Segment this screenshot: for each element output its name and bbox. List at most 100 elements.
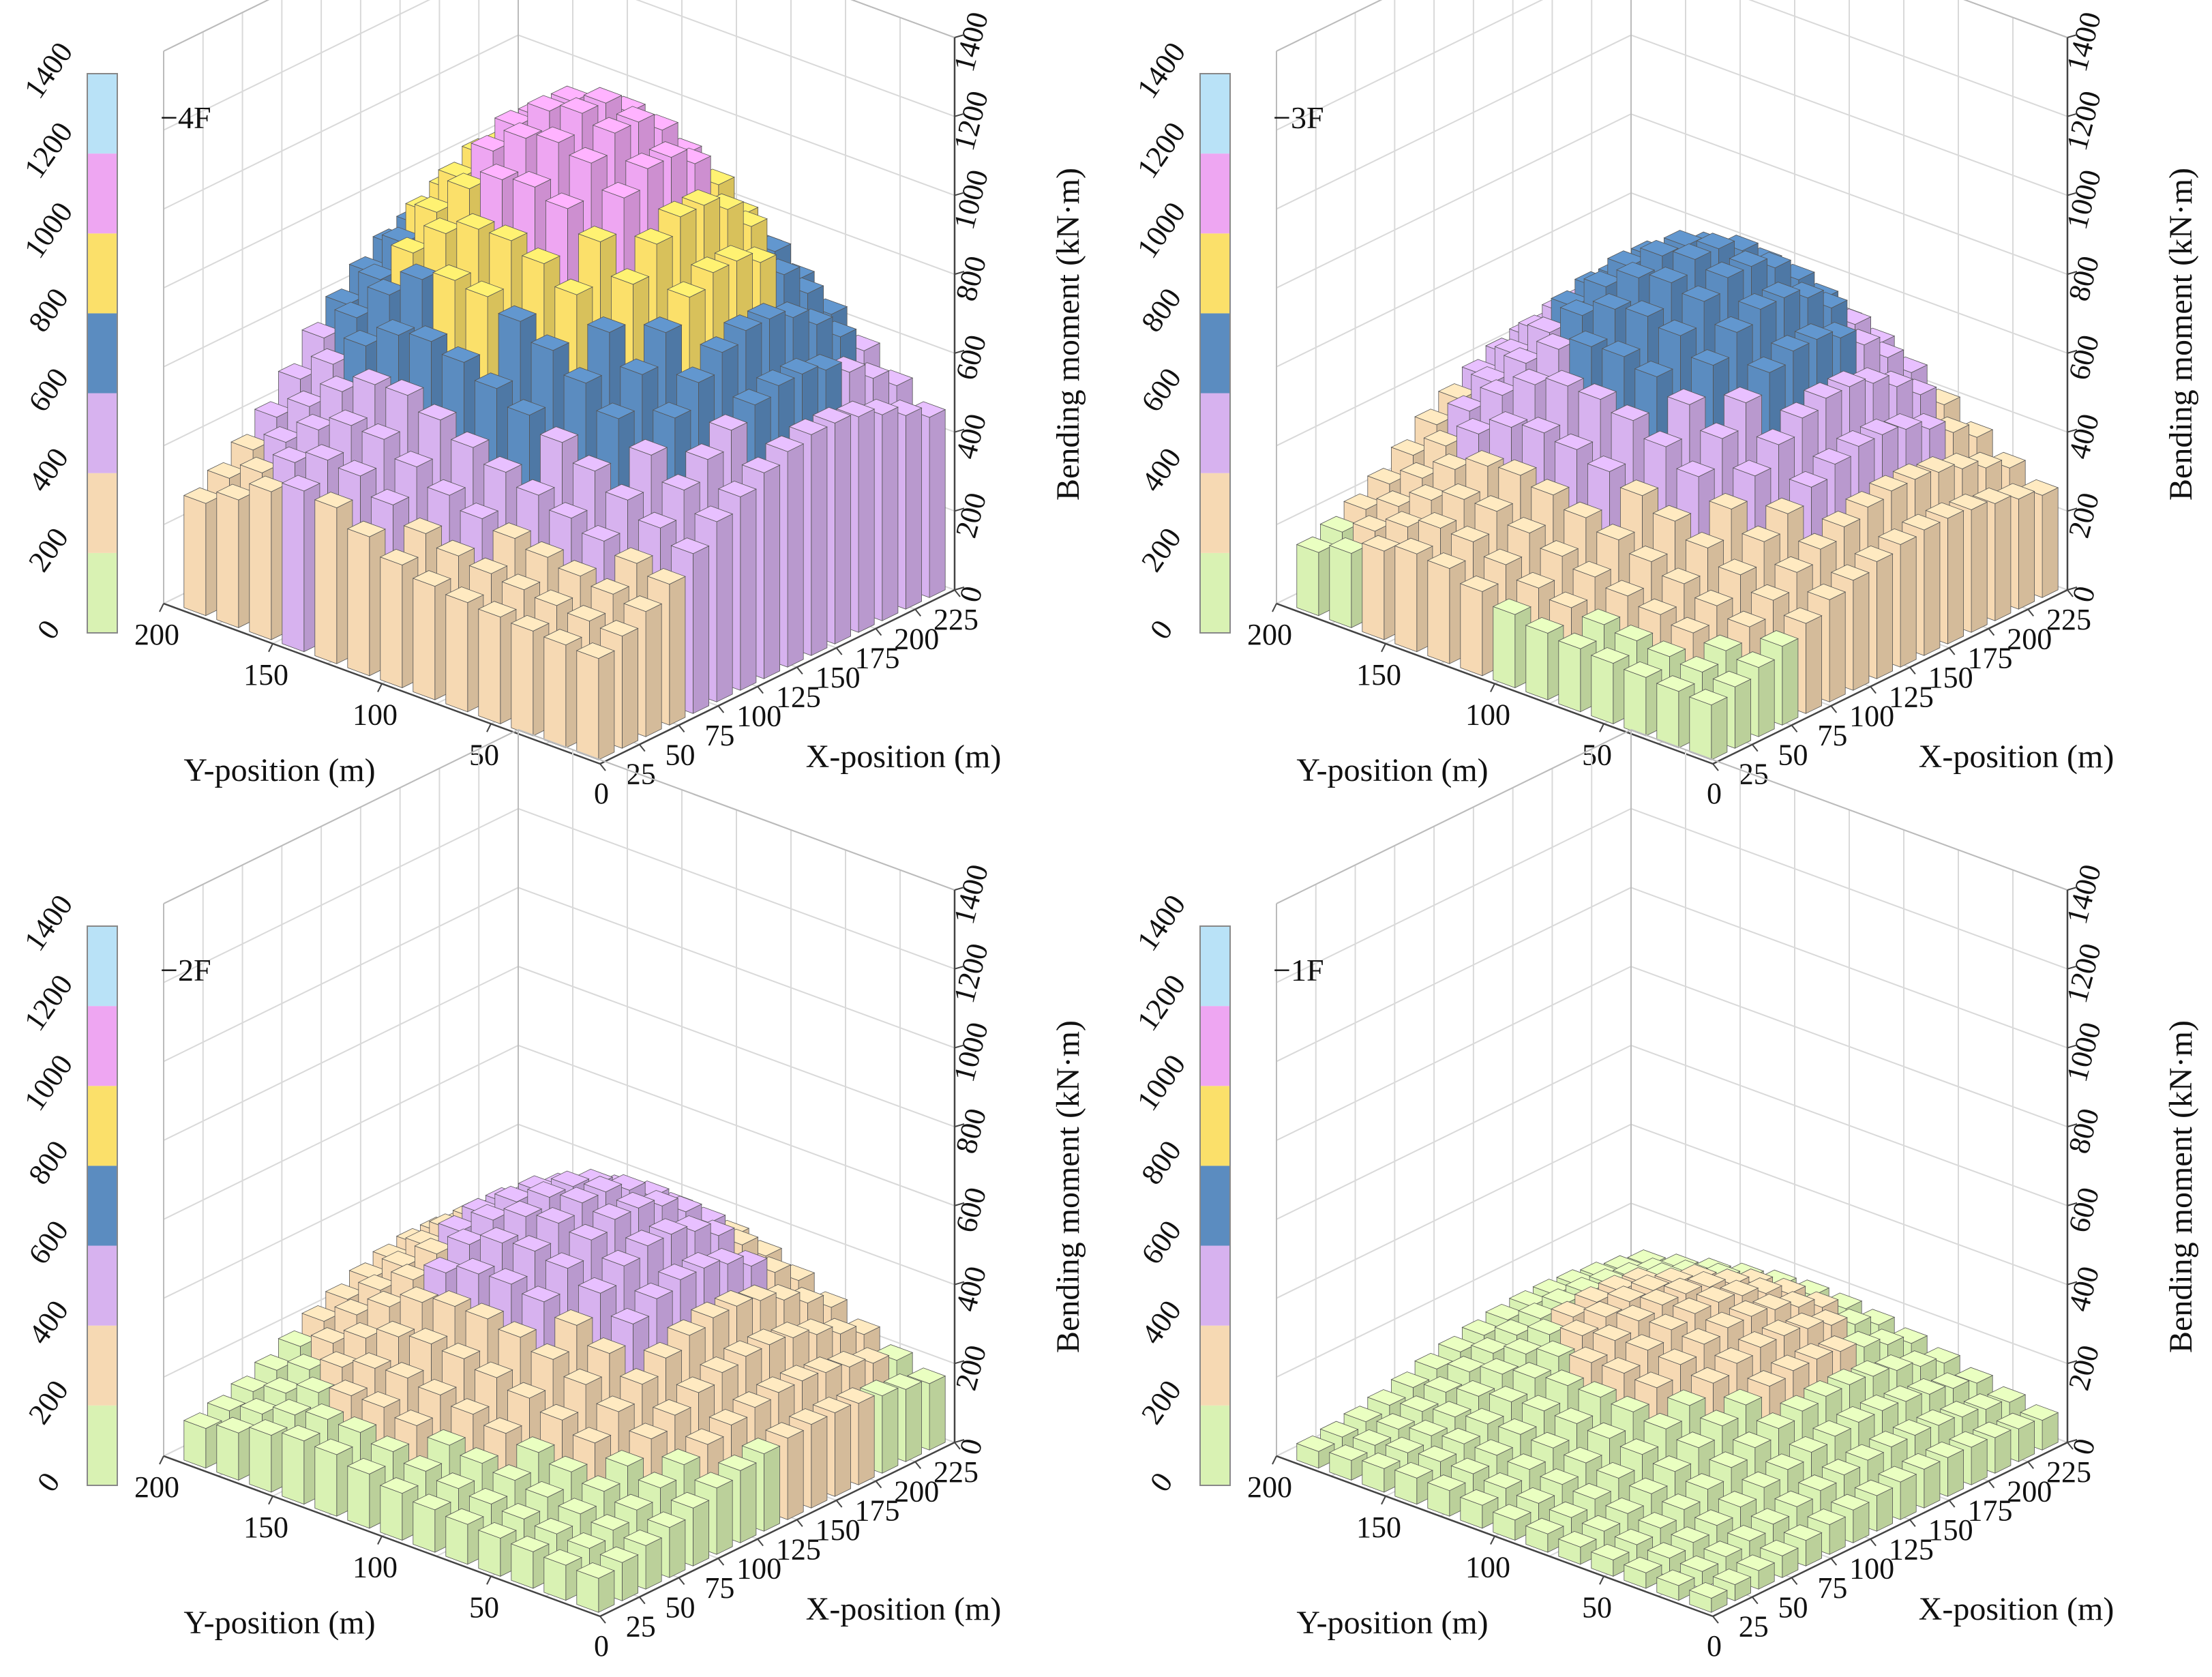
colorbar-tick-label: 600	[1135, 362, 1188, 418]
colorbar-swatch	[87, 1166, 117, 1246]
z-tick-label: 1400	[947, 861, 995, 927]
bar	[1525, 617, 1564, 700]
colorbar-swatch	[1200, 1245, 1230, 1326]
x-tick-label: 125	[1889, 680, 1934, 713]
colorbar-swatch	[1200, 1325, 1230, 1406]
y-tick-label: 50	[469, 738, 499, 771]
colorbar-swatch	[87, 393, 117, 473]
colorbar-swatch	[1200, 153, 1230, 234]
bar	[215, 1416, 255, 1481]
bar	[314, 1438, 353, 1517]
z-tick-label: 200	[2062, 1341, 2106, 1393]
bar	[346, 520, 386, 677]
y-axis-label: Y-position (m)	[183, 1605, 375, 1641]
colorbar-tick-label: 1400	[1131, 36, 1193, 104]
colorbar: 0 200 400 600 800 1000 1200 1400	[1131, 36, 1231, 645]
y-tick-label: 200	[1247, 618, 1292, 651]
bar	[543, 629, 582, 749]
bar	[1656, 1569, 1695, 1601]
z-axis-label: Bending moment (kN·m)	[1050, 1020, 1086, 1353]
colorbar-tick-label: 0	[1144, 614, 1180, 645]
colorbar-swatch	[87, 74, 117, 154]
colorbar-tick-label: 0	[1144, 1466, 1180, 1498]
colorbar-tick-label: 1400	[18, 36, 80, 104]
x-tick-label: 125	[776, 680, 821, 713]
colorbar: 0 200 400 600 800 1000 1200 1400	[18, 889, 118, 1498]
colorbar-swatch	[87, 153, 117, 234]
bars	[183, 1168, 946, 1613]
z-tick-label: 800	[2062, 1105, 2106, 1157]
colorbar-tick-label: 1200	[1131, 116, 1193, 184]
panel-title: −2F	[160, 953, 211, 988]
panel-1: 0255075100125150175200225501001502000200…	[1131, 0, 2199, 810]
x-tick-label: 175	[854, 642, 899, 675]
x-tick-label: 0	[1707, 777, 1722, 810]
panel-title: −4F	[160, 100, 211, 135]
bar	[1296, 536, 1335, 617]
bar	[215, 484, 255, 629]
bar	[1703, 1541, 1743, 1578]
colorbar-tick-label: 600	[22, 1215, 75, 1271]
bar	[379, 548, 419, 689]
bar	[412, 1494, 451, 1553]
colorbar-tick-label: 600	[22, 362, 75, 418]
x-tick-label: 75	[1817, 1571, 1847, 1605]
bar	[477, 601, 517, 725]
colorbar-tick-label: 1000	[1131, 1048, 1193, 1116]
x-tick-label: 175	[1967, 1494, 2012, 1528]
z-tick-label: 600	[2062, 331, 2106, 383]
panel-3: 0255075100125150175200225501001502000200…	[1131, 729, 2199, 1663]
bar	[1688, 689, 1728, 760]
colorbar-tick-label: 600	[1135, 1215, 1188, 1271]
bar	[1590, 647, 1630, 725]
y-tick-label: 100	[353, 698, 398, 732]
x-tick-label: 225	[933, 1455, 978, 1489]
z-tick-label: 400	[2062, 1263, 2106, 1315]
colorbar-tick-label: 1400	[18, 889, 80, 957]
x-tick-label: 125	[1889, 1532, 1934, 1566]
colorbar-tick-label: 400	[22, 1294, 75, 1350]
bar	[576, 1562, 615, 1613]
bar	[1328, 537, 1368, 629]
z-tick-label: 1400	[2060, 861, 2108, 927]
colorbar-swatch	[87, 1006, 117, 1086]
x-tick-label: 0	[1707, 1629, 1722, 1663]
colorbar-tick-label: 1200	[1131, 968, 1193, 1037]
y-tick-label: 150	[243, 658, 288, 692]
colorbar-swatch	[1200, 1166, 1230, 1246]
x-axis-label: X-position (m)	[806, 739, 1002, 775]
colorbar-swatch	[87, 926, 117, 1007]
bar	[477, 1522, 517, 1577]
colorbar-swatch	[1200, 1405, 1230, 1485]
bar	[1688, 1582, 1728, 1613]
bar	[1394, 537, 1433, 653]
bar	[281, 1425, 320, 1505]
colorbar-tick-label: 400	[1135, 1294, 1188, 1350]
x-tick-label: 100	[736, 1552, 781, 1586]
colorbar-swatch	[1200, 233, 1230, 314]
bars	[1296, 230, 2059, 760]
z-tick-label: 600	[949, 331, 993, 383]
z-tick-label: 1400	[947, 8, 995, 75]
x-axis-label: X-position (m)	[1919, 739, 2114, 775]
colorbar-swatch	[87, 473, 117, 553]
x-tick-label: 200	[2007, 1474, 2052, 1508]
panel-0: 0255075100125150175200225501001502000200…	[18, 0, 1086, 810]
colorbar-tick-label: 800	[22, 282, 75, 338]
colorbar-tick-label: 200	[22, 1374, 75, 1430]
z-tick-label: 600	[2062, 1184, 2106, 1236]
bar	[1492, 598, 1531, 689]
colorbar-swatch	[87, 313, 117, 394]
colorbar-tick-label: 200	[1135, 1374, 1188, 1430]
bar	[1623, 661, 1662, 737]
x-tick-label: 150	[1928, 661, 1973, 694]
z-axis-label: Bending moment (kN·m)	[2163, 168, 2199, 501]
bar	[248, 475, 288, 640]
z-axis-label: Bending moment (kN·m)	[2163, 1020, 2199, 1353]
x-axis-label: X-position (m)	[1919, 1591, 2114, 1627]
colorbar-swatch	[1200, 552, 1230, 633]
z-tick-label: 800	[2062, 252, 2106, 304]
colorbar-tick-label: 0	[31, 614, 67, 645]
z-tick-label: 400	[949, 1263, 993, 1315]
bar	[1426, 552, 1466, 664]
